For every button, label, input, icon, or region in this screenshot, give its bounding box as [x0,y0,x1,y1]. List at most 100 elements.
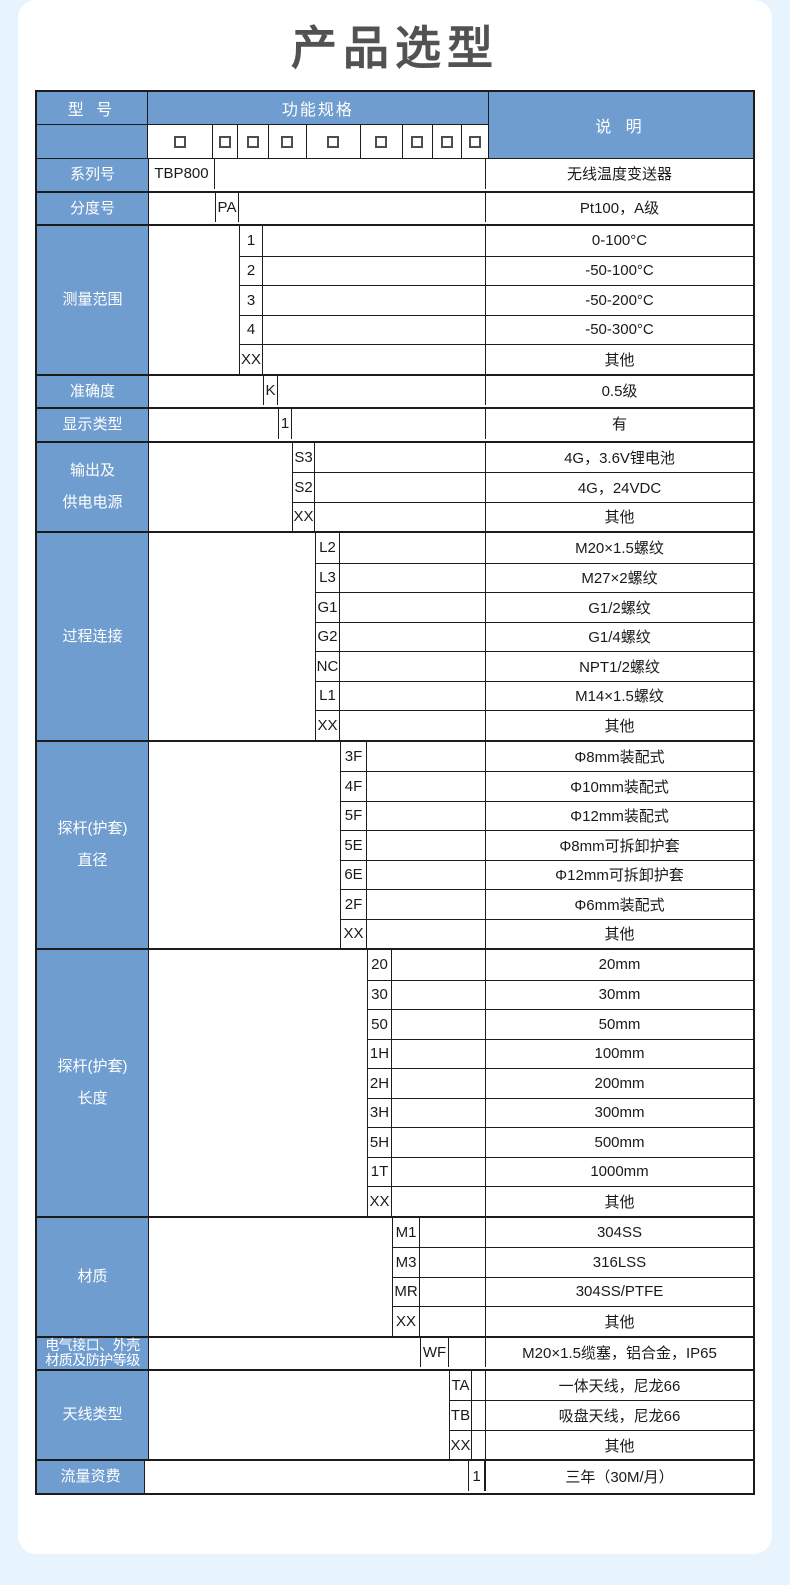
option-desc-cell: 其他 [485,1430,753,1460]
option-code-cell: WF [420,1337,449,1367]
group-label: 探杆(护套) 长度 [37,950,149,1216]
option-code-cell: XX [292,502,315,531]
empty-checkbox-icon[interactable] [173,135,186,148]
option-code-cell: 5H [367,1128,392,1157]
option-desc-cell: 一体天线，尼龙66 [485,1370,753,1401]
spacer-cell [367,802,485,831]
option-code-cell: 6E [340,860,367,889]
group-label: 探杆(护套) 直径 [37,741,149,948]
header-desc-cell: 说 明 [487,92,753,158]
spacer-cell [263,345,485,374]
option-desc-cell: M20×1.5螺纹 [485,533,753,563]
option-desc-cell: Φ6mm装配式 [485,890,753,919]
stair-spacer [149,1217,392,1336]
spacer-cell [472,1431,485,1460]
stair-spacer [149,950,367,1216]
spec-group-row: 分度号 PA Pt100，A级 [37,190,753,224]
spec-group-row: 准确度 K 0.5级 [37,373,753,407]
empty-checkbox-icon[interactable] [218,135,231,148]
spacer-cell [472,1371,485,1401]
spacer-cell [392,1010,485,1039]
spacer-cell [340,652,485,681]
option-desc-cell: 500mm [485,1128,753,1157]
option-desc-cell: 200mm [485,1069,753,1098]
option-desc-cell: 其他 [485,345,753,374]
option-desc-cell: Φ10mm装配式 [485,772,753,801]
option-desc-cell: Pt100，A级 [485,192,753,222]
option-row: 50 50mm [367,1009,753,1039]
option-row: 1 三年（30M/月） [468,1461,753,1491]
spec-group-row: 探杆(护套) 直径 3F Φ8mm装配式 4F Φ10mm装配式 5F Φ12mm装配式 5E… [37,739,753,948]
stair-spacer [149,533,315,740]
checkbox-cell [269,125,307,158]
stair-spacer [149,226,239,374]
spacer-cell [392,1187,485,1216]
group-label: 过程连接 [37,533,149,740]
option-code-cell: 1H [367,1039,392,1068]
spacer-cell [340,682,485,711]
checkbox-cell [403,125,433,158]
option-row: XX 其他 [315,710,753,740]
stair-spacer [149,409,278,441]
empty-checkbox-icon[interactable] [440,135,453,148]
group-label: 系列号 [37,159,149,191]
option-row: 3 -50-200°C [239,285,753,315]
empty-checkbox-icon[interactable] [468,135,481,148]
option-code-cell: TB [449,1401,472,1430]
group-label: 输出及 供电电源 [37,442,149,531]
option-row: L2 M20×1.5螺纹 [315,533,753,563]
spacer-cell [315,443,485,473]
product-selection-table: 型 号 功能规格 说 明 系列号 TBP800 无线温度变送器 分度号 PA Pt100，… [35,90,755,1495]
spacer-cell [449,1338,485,1368]
option-row: 1T 1000mm [367,1156,753,1186]
option-code-cell: 1 [468,1461,485,1491]
empty-checkbox-icon[interactable] [375,135,388,148]
spacer-cell [472,1401,485,1430]
spacer-cell [367,861,485,890]
option-code-cell: 4 [239,315,263,344]
option-code-cell: 2F [340,890,367,919]
option-row: WF M20×1.5缆塞，铝合金，IP65 [420,1337,753,1368]
option-code-cell: XX [449,1430,472,1460]
option-code-cell: 2 [239,256,263,285]
empty-checkbox-icon[interactable] [411,135,424,148]
spec-group-row: 测量范围 1 0-100°C 2 -50-100°C 3 -50-200°C 4 -50-300… [37,224,753,374]
option-row: 2F Φ6mm装配式 [340,889,753,919]
option-row: 1 0-100°C [239,226,753,256]
option-code-cell: 3F [340,741,367,771]
option-desc-cell: G1/2螺纹 [485,593,753,622]
option-code-cell: 5E [340,831,367,860]
option-row: S3 4G，3.6V锂电池 [292,442,753,473]
option-code-cell: NC [315,652,340,681]
option-desc-cell: 其他 [485,502,753,531]
empty-checkbox-icon[interactable] [246,135,259,148]
option-desc-cell: 300mm [485,1098,753,1127]
spacer-cell [263,286,485,315]
option-code-cell: XX [315,711,340,740]
option-code-cell: 4F [340,772,367,801]
checkbox-cell [462,125,488,158]
stair-spacer [149,375,263,407]
option-desc-cell: Φ8mm可拆卸护套 [485,831,753,860]
empty-checkbox-icon[interactable] [327,135,340,148]
spacer-cell [392,1099,485,1128]
option-row: 5F Φ12mm装配式 [340,800,753,831]
option-row: XX 其他 [239,344,753,374]
group-label: 流量资费 [37,1461,145,1493]
checkbox-row [147,125,488,158]
option-row: 20 20mm [367,950,753,980]
spec-group-row: 探杆(护套) 长度 20 20mm 30 30mm 50 50mm 1H 100mm 2H 200m… [37,948,753,1216]
spec-group-row: 输出及 供电电源 S3 4G，3.6V锂电池 S2 4G，24VDC XX 其他 [37,440,753,531]
spacer-cell [420,1248,485,1277]
spacer-cell [367,742,485,772]
spacer-cell [392,981,485,1010]
group-label: 测量范围 [37,226,149,374]
spacer-cell [315,473,485,502]
empty-checkbox-icon[interactable] [281,135,294,148]
option-desc-cell: Φ12mm可拆卸护套 [485,860,753,889]
spacer-cell [392,1040,485,1069]
option-desc-cell: 三年（30M/月） [485,1461,753,1491]
option-row: L3 M27×2螺纹 [315,562,753,592]
spacer-cell [340,711,485,740]
option-code-cell: K [263,375,278,405]
